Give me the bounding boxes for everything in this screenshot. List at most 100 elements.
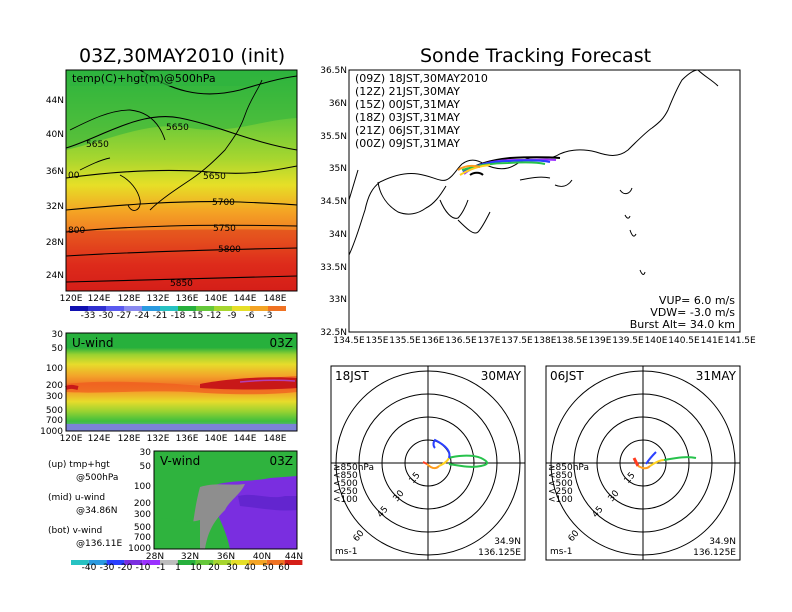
level-label: <850 (333, 471, 358, 481)
contour-label: 5650 (203, 172, 226, 182)
colorbar-label: 60 (278, 563, 290, 573)
param-line: VUP= 6.0 m/s (659, 294, 735, 307)
track-map: (09Z) 18JST,30MAY2010 (12Z) 21JST,30MAY … (348, 69, 741, 333)
polar-time: 18JST (335, 369, 369, 383)
lon-tick: 141E (701, 336, 724, 346)
colorbar-swatch (106, 560, 125, 565)
level-label: <250 (333, 487, 358, 497)
wind-colorbar: -40 -30 -20 -10 -1 1 10 20 30 40 50 60 (71, 560, 303, 573)
lon-tick: 136E (176, 434, 199, 444)
p-tick: 30 (140, 448, 152, 458)
lat-tick: 34N (329, 230, 347, 240)
colorbar-swatch (70, 306, 88, 311)
colorbar-swatch (88, 306, 106, 311)
lat-tick: 32N (181, 552, 199, 562)
colorbar-swatch (250, 306, 268, 311)
colorbar-swatch (196, 306, 214, 311)
colorbar-label: 20 (208, 563, 220, 573)
lon-tick: 136E (176, 294, 199, 304)
lon-tick: 135.5E (389, 336, 421, 346)
lon-tick: 138E (534, 336, 557, 346)
p-tick: 30 (52, 330, 64, 340)
legend-entry: (09Z) 18JST,30MAY2010 (355, 72, 488, 85)
vwind-panel: V-wind 03Z 30 50 100 200 300 500 700 100… (128, 448, 303, 562)
param-line: VDW= -3.0 m/s (650, 306, 735, 319)
level-label: <100 (548, 495, 573, 505)
colorbar-swatch (195, 560, 214, 565)
p-tick: 500 (46, 406, 63, 416)
colorbar-swatch (213, 560, 232, 565)
lon-tick: 128E (118, 434, 141, 444)
right-title: Sonde Tracking Forecast (420, 45, 651, 67)
p-tick: 100 (134, 482, 151, 492)
p-tick: 1000 (40, 427, 63, 437)
colorbar-label: -18 (171, 311, 186, 321)
lon-tick: 144E (234, 294, 257, 304)
lon-tick: 134.5E (333, 336, 365, 346)
colorbar-label: 1 (175, 563, 181, 573)
p-tick: 300 (46, 392, 63, 402)
polar-date: 31MAY (696, 369, 737, 383)
lon-tick: 136E (422, 336, 445, 346)
lat-tick: 32.5N (320, 328, 347, 338)
legend-entry: (00Z) 09JST,31MAY (355, 137, 460, 150)
vwind-p-ticks: 30 50 100 200 300 500 700 1000 (128, 448, 151, 554)
legend-line: @136.11E (76, 539, 122, 549)
colorbar-label: -20 (118, 563, 133, 573)
contour-label: 5850 (170, 279, 193, 289)
legend-entry: (15Z) 00JST,31MAY (355, 98, 460, 111)
lat-tick: 36.5N (320, 66, 347, 76)
contour-label: 5650 (86, 140, 109, 150)
lon-tick: 132E (147, 434, 170, 444)
lat-tick: 44N (285, 552, 303, 562)
legend-line: (up) tmp+hgt (48, 460, 110, 470)
contour-label: 5650 (166, 123, 189, 133)
polar-lat: 34.9N (494, 537, 521, 547)
colorbar-label: 10 (190, 563, 202, 573)
colorbar-swatch (124, 306, 142, 311)
vwind-label: V-wind (160, 454, 200, 468)
lat-tick: 36N (46, 167, 64, 177)
polar-panel-1: 15 30 45 60 18JST 30MAY ≥850hPa <850 <50… (330, 365, 526, 561)
legend-line: @34.86N (76, 506, 118, 516)
temp-map-lon-ticks: 120E 124E 128E 132E 136E 140E 144E 148E (60, 294, 287, 304)
colorbar-label: -30 (100, 563, 115, 573)
lat-tick: 36N (217, 552, 235, 562)
contour-label: 5800 (218, 245, 241, 255)
lat-tick: 44N (46, 96, 64, 106)
lon-tick: 141.5E (724, 336, 756, 346)
colorbar-swatch (266, 560, 285, 565)
contour-label: 5700 (212, 198, 235, 208)
lat-tick: 34.5N (320, 197, 347, 207)
lon-tick: 139.5E (612, 336, 644, 346)
contour-label: 5750 (213, 224, 236, 234)
level-label: <500 (548, 479, 573, 489)
polar-lon: 136.125E (693, 548, 736, 558)
vwind-lat-ticks: 28N 32N 36N 40N 44N (146, 552, 303, 562)
track-map-lon-ticks: 134.5E 135E 135.5E 136E 136.5E 137E 137.… (333, 336, 756, 346)
colorbar-swatch (178, 306, 196, 311)
p-tick: 700 (134, 533, 151, 543)
wind-colorbar-labels: -40 -30 -20 -10 -1 1 10 20 30 40 50 60 (82, 563, 290, 573)
lon-tick: 140E (645, 336, 668, 346)
uwind-label: U-wind (72, 336, 113, 350)
colorbar-label: -40 (82, 563, 97, 573)
colorbar-swatch (249, 560, 267, 565)
lon-tick: 135E (366, 336, 389, 346)
legend-entry: (21Z) 06JST,31MAY (355, 124, 460, 137)
polar-date: 30MAY (481, 369, 522, 383)
colorbar-swatch (142, 560, 160, 565)
lat-tick: 24N (46, 271, 64, 281)
level-legend: ≥850hPa <850 <500 <250 <100 (548, 463, 589, 505)
colorbar-swatch (268, 306, 286, 311)
uwind-time: 03Z (270, 336, 294, 350)
p-tick: 200 (134, 499, 151, 509)
colorbar-label: -21 (153, 311, 168, 321)
legend-entry: (12Z) 21JST,30MAY (355, 85, 460, 98)
level-label: <850 (548, 471, 573, 481)
colorbar-label: -30 (99, 311, 114, 321)
colorbar-label: -6 (246, 311, 255, 321)
lat-tick: 33N (329, 295, 347, 305)
lat-tick: 36N (329, 99, 347, 109)
lon-tick: 124E (88, 434, 111, 444)
